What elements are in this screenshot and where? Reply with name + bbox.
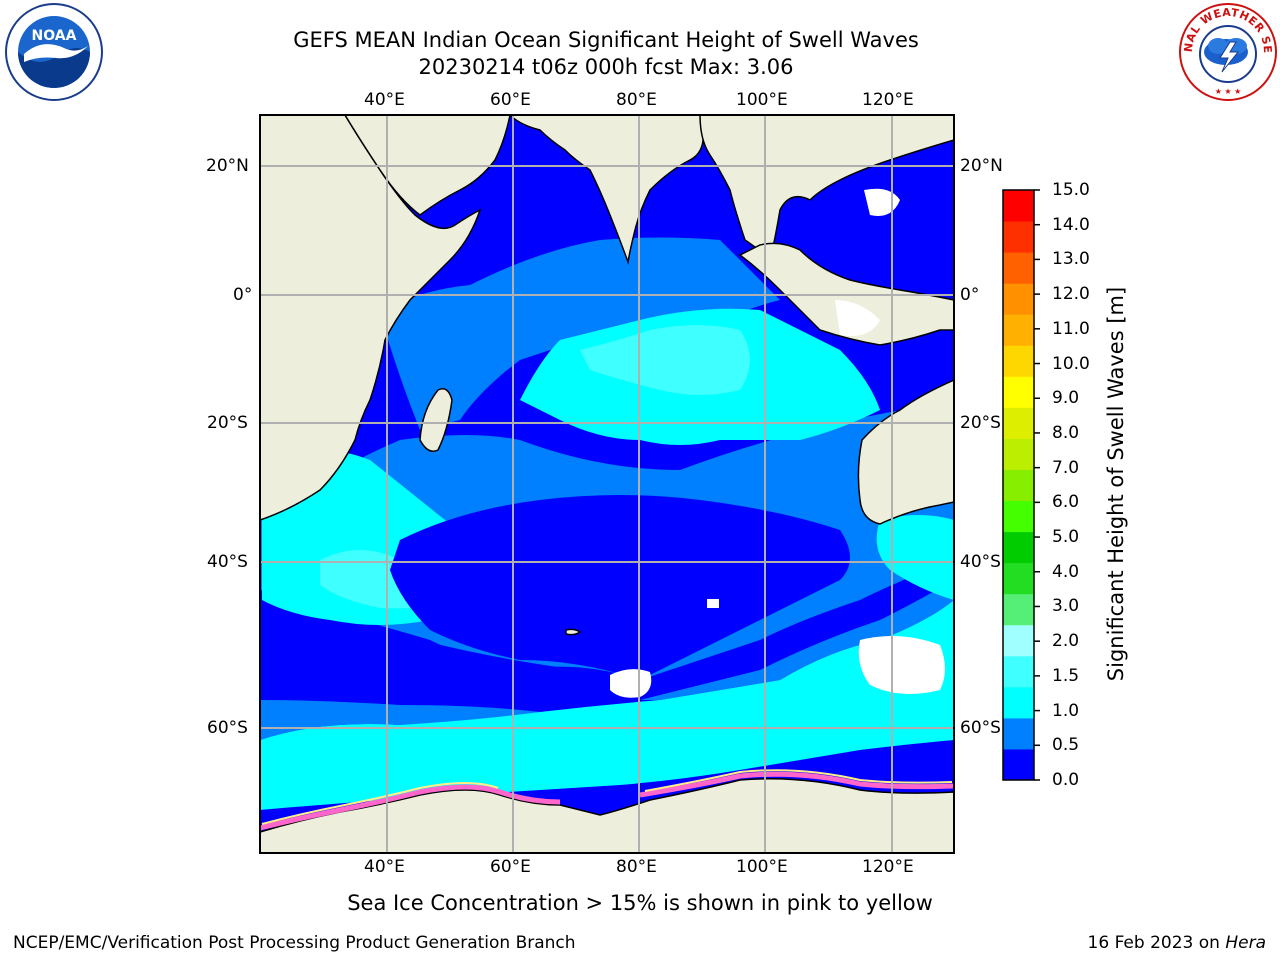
colorbar-tick-label: 9.0 <box>1052 388 1080 409</box>
colorbar-tick-label: 3.0 <box>1052 596 1080 617</box>
africa-landmass <box>260 115 482 521</box>
colorbar-title: Significant Height of Swell Waves [m] <box>1104 286 1128 682</box>
lon-tick-bottom-120e: 120°E <box>862 857 914 877</box>
colorbar-tick-label: 5.0 <box>1052 527 1080 548</box>
swell-band-south-mid <box>260 700 540 740</box>
colorbar-tick-label: 8.0 <box>1052 422 1080 443</box>
swell-band-mid-north <box>385 237 780 430</box>
sea-ice-edge-east <box>639 771 954 798</box>
lat-tick-left-40s: 40°S <box>207 552 248 572</box>
colorbar-segment <box>1003 283 1034 315</box>
colorbar-tick-label: 7.0 <box>1052 457 1080 478</box>
colorbar-segment <box>1003 314 1034 346</box>
colorbar-segment <box>1003 407 1034 439</box>
sea-ice-note: Sea Ice Concentration > 15% is shown in … <box>347 891 933 915</box>
colorbar-segment <box>1003 252 1034 284</box>
lat-tick-right-40s: 40°S <box>960 552 1001 572</box>
colorbar-segment <box>1003 469 1034 502</box>
swell-band-light-southeast <box>876 515 954 600</box>
colorbar-tick-label: 11.0 <box>1052 318 1090 339</box>
colorbar-segment <box>1003 593 1034 626</box>
colorbar-segment <box>1003 562 1034 595</box>
swell-core-deep <box>260 620 640 710</box>
svg-text:★ ★ ★: ★ ★ ★ <box>1215 87 1242 96</box>
lon-tick-top-40e: 40°E <box>364 90 405 110</box>
colorbar-segment <box>1003 221 1034 253</box>
colorbar-segment <box>1003 190 1034 222</box>
lat-tick-left-60s: 60°S <box>207 718 248 738</box>
colorbar <box>1002 189 1040 781</box>
lon-tick-top-100e: 100°E <box>736 90 788 110</box>
lat-tick-right-20s: 20°S <box>960 413 1001 433</box>
colorbar-tick-label: 4.0 <box>1052 561 1080 582</box>
colorbar-segment <box>1003 717 1034 750</box>
lat-tick-right-60s: 60°S <box>960 718 1001 738</box>
colorbar-segment <box>1003 624 1034 657</box>
colorbar-tick-label: 13.0 <box>1052 249 1090 270</box>
colorbar-tick-label: 1.5 <box>1052 665 1080 686</box>
footer-credit: NCEP/EMC/Verification Post Processing Pr… <box>13 933 576 953</box>
colorbar-tick-label: 10.0 <box>1052 353 1090 374</box>
swell-band-south <box>260 600 954 810</box>
colorbar-segment <box>1003 500 1034 533</box>
chart-subtitle: 20230214 t06z 000h fcst Max: 3.06 <box>418 55 794 79</box>
sea-ice-edge-east-yellow <box>644 769 953 792</box>
colorbar-segment <box>1003 376 1034 408</box>
india-landmass <box>508 115 705 265</box>
colorbar-tick-label: 0.5 <box>1052 735 1080 756</box>
swell-core-south <box>390 495 850 680</box>
colorbar-frame <box>1002 189 1035 781</box>
lon-tick-top-80e: 80°E <box>616 90 657 110</box>
lon-tick-bottom-40e: 40°E <box>364 857 405 877</box>
colorbar-tick-label: 6.0 <box>1052 492 1080 513</box>
footer-host: Hera <box>1225 933 1266 953</box>
colorbar-tick-label: 0.0 <box>1052 770 1080 790</box>
colorbar-tick-label: 2.0 <box>1052 631 1080 652</box>
colorbar-segment <box>1003 748 1034 781</box>
lon-tick-bottom-100e: 100°E <box>736 857 788 877</box>
lon-tick-top-120e: 120°E <box>862 90 914 110</box>
lon-tick-bottom-60e: 60°E <box>490 857 531 877</box>
kerguelen-island <box>565 628 582 636</box>
colorbar-tick-label: 1.0 <box>1052 700 1080 721</box>
map-frame <box>259 114 955 854</box>
nws-logo: NATIONAL WEATHER SERVICE ★ ★ ★ <box>1178 2 1277 101</box>
noaa-logo: NOAA <box>5 3 103 101</box>
footer-date-text: 16 Feb 2023 on <box>1087 933 1226 953</box>
sea-ice-edge-yellow <box>261 782 499 825</box>
australia-landmass <box>857 379 954 525</box>
lat-tick-right-20n: 20°N <box>960 156 1003 176</box>
colorbar-segment <box>1003 686 1034 719</box>
colorbar-segment <box>1003 655 1034 688</box>
colorbar-segment <box>1003 438 1034 470</box>
se-asia-landmass <box>699 115 954 262</box>
colorbar-tick-label: 14.0 <box>1052 214 1090 235</box>
colorbar-segment <box>1003 345 1034 377</box>
colorbar-tick-label: 12.0 <box>1052 284 1090 305</box>
swell-band-lighter-tropical <box>580 325 750 395</box>
colorbar-segment <box>1003 531 1034 564</box>
lat-tick-left-0: 0° <box>233 285 253 305</box>
lon-tick-top-60e: 60°E <box>490 90 531 110</box>
chart-title: GEFS MEAN Indian Ocean Significant Heigh… <box>293 28 919 52</box>
antarctica-landmass <box>260 778 954 853</box>
gridlines <box>260 115 954 853</box>
lat-tick-right-0: 0° <box>960 285 980 305</box>
sea-ice-edge <box>260 784 561 831</box>
lat-tick-left-20n: 20°N <box>206 156 249 176</box>
colorbar-tick-label: 15.0 <box>1052 180 1090 200</box>
footer-date: 16 Feb 2023 on Hera <box>1088 933 1266 953</box>
lat-tick-left-20s: 20°S <box>207 413 248 433</box>
svg-text:NOAA: NOAA <box>32 28 77 44</box>
lon-tick-bottom-80e: 80°E <box>616 857 657 877</box>
